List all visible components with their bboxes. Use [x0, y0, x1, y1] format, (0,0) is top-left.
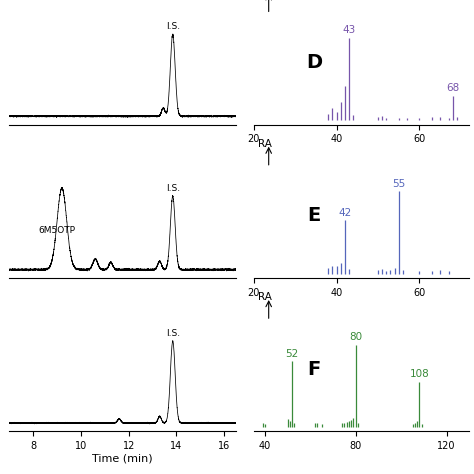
Text: F: F [307, 359, 320, 379]
Text: 52: 52 [285, 348, 299, 359]
Text: 68: 68 [446, 83, 459, 93]
Text: I.S.: I.S. [166, 328, 180, 337]
Text: RA: RA [258, 292, 272, 302]
X-axis label: Time (min): Time (min) [92, 454, 153, 464]
Text: 6M5OTP: 6M5OTP [38, 226, 75, 235]
Text: 42: 42 [338, 208, 351, 218]
Text: 55: 55 [392, 179, 405, 189]
Text: RA: RA [258, 138, 272, 148]
Text: E: E [307, 206, 320, 225]
Text: I.S.: I.S. [166, 22, 180, 31]
Text: 80: 80 [349, 332, 362, 342]
Text: D: D [306, 53, 322, 72]
Text: I.S.: I.S. [166, 184, 180, 193]
Text: 108: 108 [410, 369, 429, 379]
Text: 43: 43 [342, 25, 356, 36]
